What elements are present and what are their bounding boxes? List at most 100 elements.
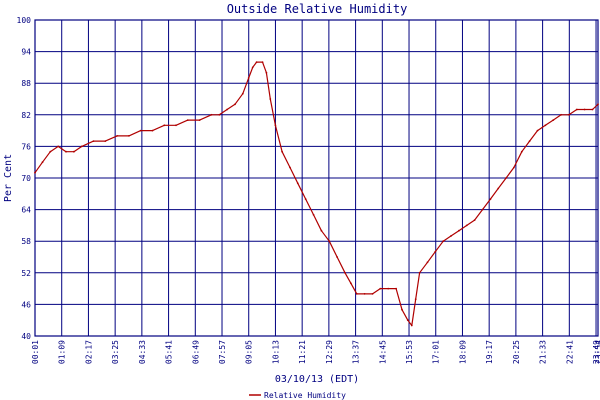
- data-point: [513, 166, 515, 169]
- x-tick-label: 22:41: [565, 340, 574, 364]
- data-point: [296, 182, 299, 185]
- data-point: [57, 145, 60, 148]
- data-point: [597, 103, 599, 106]
- series-line-relative-humidity: [34, 61, 599, 327]
- data-point: [560, 113, 562, 116]
- y-tick-label: 40: [21, 332, 31, 341]
- y-tick-label: 64: [21, 206, 31, 215]
- data-point: [226, 108, 229, 111]
- x-tick-label: 19:17: [485, 340, 494, 364]
- data-point: [426, 261, 429, 264]
- data-point: [414, 298, 417, 300]
- data-point: [255, 61, 258, 63]
- data-point: [536, 129, 539, 132]
- data-point: [73, 150, 75, 153]
- data-point: [175, 124, 177, 127]
- y-tick-labels: 40 46 52 58 64 70 76 82 88 94 100: [17, 16, 32, 341]
- data-point: [281, 150, 283, 153]
- y-tick-label: 100: [17, 16, 32, 25]
- x-tick-label: 18:09: [458, 340, 467, 364]
- data-point: [489, 198, 492, 201]
- data-point: [395, 287, 397, 290]
- x-tick-label: 00:01: [31, 340, 40, 364]
- data-point: [418, 271, 421, 274]
- data-point: [544, 124, 547, 127]
- data-point: [505, 177, 507, 179]
- x-tick-label: 20:25: [512, 340, 521, 364]
- x-axis-title: 03/10/13 (EDT): [275, 374, 359, 385]
- data-point: [269, 98, 272, 100]
- x-tick-label: 05:41: [165, 340, 174, 364]
- data-point: [127, 135, 130, 137]
- data-point: [234, 103, 236, 106]
- data-point: [350, 282, 352, 285]
- data-point: [336, 256, 338, 258]
- data-point: [139, 129, 142, 132]
- data-point: [328, 240, 331, 243]
- data-point: [34, 171, 36, 174]
- x-tick-label: 09:05: [245, 340, 254, 364]
- data-point: [481, 208, 484, 211]
- y-tick-label: 70: [21, 174, 31, 183]
- x-tick-label: 23:49: [592, 340, 600, 364]
- data-point: [274, 124, 277, 127]
- x-tick-label: 17:01: [432, 340, 441, 364]
- data-point: [41, 161, 44, 164]
- series-layer: [34, 61, 599, 327]
- data-point: [116, 135, 118, 137]
- y-tick-label: 52: [21, 269, 31, 278]
- x-tick-label: 01:09: [58, 340, 67, 364]
- data-point: [247, 77, 250, 79]
- legend: Relative Humidity: [249, 391, 346, 400]
- data-point: [198, 119, 201, 121]
- data-point: [265, 71, 268, 74]
- data-point: [312, 214, 315, 216]
- data-point: [65, 150, 67, 153]
- plot-border: [34, 19, 599, 337]
- x-tick-label: 10:13: [271, 340, 280, 364]
- x-tick-label: 11:21: [298, 340, 307, 364]
- data-point: [251, 66, 254, 69]
- y-tick-label: 94: [21, 48, 31, 57]
- data-point: [355, 293, 358, 295]
- data-point: [473, 219, 476, 222]
- data-point: [410, 324, 413, 327]
- data-point: [387, 287, 390, 290]
- data-point: [92, 140, 95, 143]
- data-point: [218, 113, 221, 116]
- data-point: [371, 293, 374, 295]
- data-point: [520, 150, 523, 153]
- data-point: [401, 308, 403, 311]
- legend-label: Relative Humidity: [264, 391, 346, 400]
- data-point: [49, 150, 52, 153]
- y-tick-label: 88: [21, 79, 31, 88]
- data-point: [163, 124, 166, 127]
- chart-title: Outside Relative Humidity: [227, 2, 408, 16]
- data-point: [575, 108, 578, 111]
- data-point: [363, 293, 366, 295]
- data-point: [241, 92, 244, 95]
- data-point: [591, 108, 594, 111]
- data-point: [320, 229, 323, 232]
- y-tick-label: 46: [21, 300, 31, 309]
- x-tick-label: 23:54: [594, 340, 600, 364]
- x-tick-label: 14:45: [378, 340, 387, 364]
- data-point: [344, 271, 346, 274]
- data-point: [104, 140, 107, 143]
- data-point: [442, 240, 445, 243]
- data-point: [552, 119, 555, 121]
- y-tick-label: 76: [21, 142, 31, 151]
- data-point: [210, 113, 213, 116]
- y-axis-title: Per Cent: [3, 154, 14, 202]
- x-tick-label: 12:29: [325, 340, 334, 364]
- data-point: [450, 235, 452, 237]
- x-tick-label: 21:33: [539, 340, 548, 364]
- data-point: [458, 229, 460, 232]
- data-point: [434, 250, 437, 253]
- data-point: [186, 119, 189, 121]
- y-tick-label: 58: [21, 237, 31, 246]
- data-point: [406, 319, 409, 322]
- data-point: [80, 145, 83, 148]
- data-point: [465, 224, 468, 227]
